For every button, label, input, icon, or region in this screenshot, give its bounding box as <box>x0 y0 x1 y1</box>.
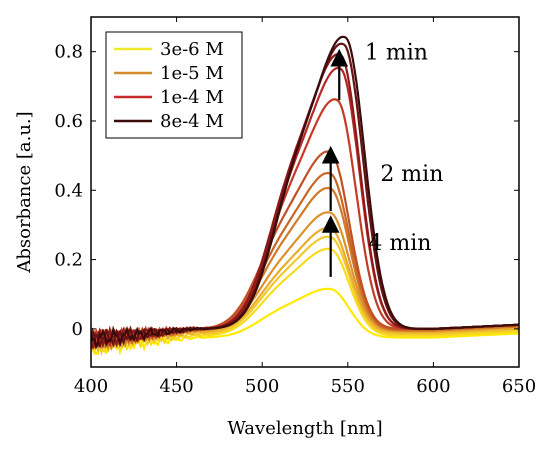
series-line <box>91 150 519 350</box>
legend-label: 1e-4 M <box>160 87 224 108</box>
time-annotation: 4 min <box>368 231 431 256</box>
y-tick-label: 0.8 <box>54 42 83 63</box>
y-tick-label: 0 <box>72 319 83 340</box>
x-tick-label: 400 <box>74 376 108 397</box>
x-tick-label: 650 <box>502 376 536 397</box>
x-tick-label: 500 <box>245 376 279 397</box>
time-annotation: 1 min <box>365 41 428 66</box>
series-layer <box>91 35 519 356</box>
x-tick-label: 550 <box>331 376 365 397</box>
y-axis-label: Absorbance [a.u.] <box>14 111 35 273</box>
series-line <box>91 186 519 352</box>
arrow-layer <box>321 48 349 277</box>
legend-label: 3e-6 M <box>160 39 224 60</box>
time-annotation: 2 min <box>380 162 443 187</box>
plot-frame <box>90 16 520 368</box>
series-line <box>91 235 519 356</box>
legend: 3e-6 M 1e-5 M 1e-4 M 8e-4 M <box>105 31 243 139</box>
series-line <box>91 171 519 350</box>
y-tick-label: 0.2 <box>54 250 83 271</box>
x-tick-label: 450 <box>159 376 193 397</box>
tick-layer: 400 450 500 550 600 650 0 0.2 0.4 0.6 0.8 <box>54 17 536 397</box>
legend-label: 8e-4 M <box>160 111 224 132</box>
y-tick-label: 0.4 <box>54 180 83 201</box>
y-tick-label: 0.6 <box>54 111 83 132</box>
legend-label: 1e-5 M <box>160 63 224 84</box>
series-line <box>91 35 519 350</box>
x-tick-label: 600 <box>416 376 450 397</box>
x-axis-label: Wavelength [nm] <box>227 418 382 439</box>
annotation-layer: 1 min 2 min 4 min <box>365 41 443 257</box>
series-line <box>91 287 519 356</box>
